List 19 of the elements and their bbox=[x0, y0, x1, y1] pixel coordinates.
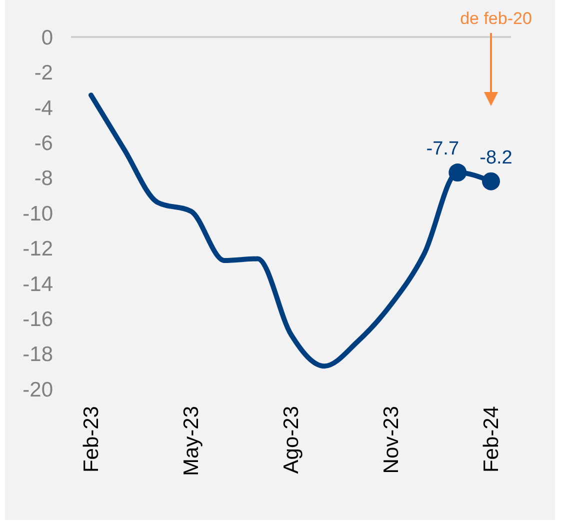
text: de feb-20 bbox=[460, 9, 532, 28]
y-tick-label: -6 bbox=[34, 132, 53, 155]
x-tick-label: Feb-23 bbox=[80, 406, 103, 473]
y-tick-label: -12 bbox=[22, 238, 53, 261]
x-tick-label: Nov-23 bbox=[380, 406, 403, 474]
y-tick-label: -10 bbox=[22, 202, 53, 226]
y-tick-label: -20 bbox=[22, 378, 53, 402]
y-tick-label: 0 bbox=[41, 26, 53, 50]
x-tick-label: Ago-23 bbox=[280, 406, 303, 474]
data-label: -8.2 bbox=[480, 147, 512, 168]
y-tick-label: -8 bbox=[34, 167, 53, 190]
y-tick-label: -16 bbox=[22, 308, 53, 331]
y-tick-label: -14 bbox=[22, 272, 54, 296]
data-label: -7.7 bbox=[426, 138, 460, 160]
y-tick-label: -4 bbox=[34, 96, 54, 120]
y-tick-label: -2 bbox=[34, 62, 53, 85]
y-tick-label: -18 bbox=[22, 343, 53, 366]
x-tick-label: Feb-24 bbox=[480, 406, 503, 473]
x-tick-label: May-23 bbox=[180, 406, 203, 476]
